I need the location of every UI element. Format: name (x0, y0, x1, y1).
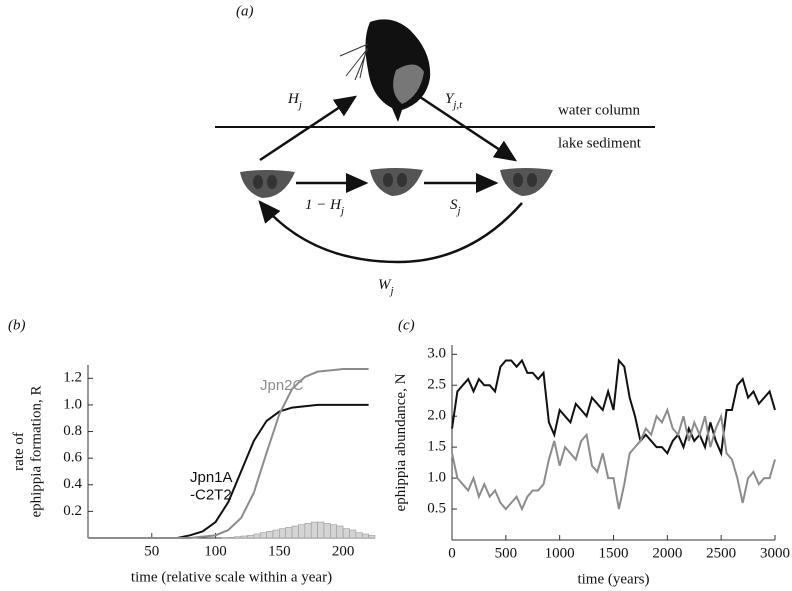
daphnia (339, 19, 431, 122)
y-tick-label: 2.5 (427, 377, 446, 393)
label-main: S (450, 197, 458, 213)
histogram-bar (253, 533, 261, 539)
y-tick-label: 0.6 (63, 450, 82, 466)
histogram-bar (291, 525, 299, 539)
x-tick-label: 50 (144, 543, 159, 559)
y-tick-label: 0.4 (63, 476, 82, 492)
y-tick-label: 3.0 (427, 346, 446, 362)
diagram: (a) water column lake sediment (215, 3, 655, 264)
histogram-bar (272, 529, 280, 539)
y-tick-label: 0.2 (63, 503, 82, 519)
x-tick-label: 3000 (760, 545, 790, 561)
diagram-label: Wj (378, 277, 394, 296)
label-main: 1 − H (305, 197, 342, 213)
x-axis-label: time (relative scale within a year) (131, 569, 332, 585)
ephippia (240, 168, 553, 198)
x-tick-label: 200 (332, 543, 355, 559)
label-main: Y (445, 91, 455, 107)
histogram-bar (310, 521, 318, 539)
y-tick-label: 1.5 (427, 439, 446, 455)
panel-label: (b) (8, 317, 26, 333)
panel-label: (a) (236, 3, 254, 19)
diagram-label: Sj (450, 197, 461, 216)
sediment-label: lake sediment (558, 135, 642, 151)
histogram-bar (355, 532, 363, 539)
panel-label: (c) (398, 317, 415, 333)
histogram-bar (285, 527, 293, 539)
x-tick-label: 100 (204, 543, 227, 559)
histogram-bar (247, 535, 255, 539)
x-tick-label: 2000 (652, 545, 682, 561)
histogram-bar (361, 533, 369, 539)
label-main: W (378, 277, 392, 293)
histogram-bar (330, 524, 338, 539)
y-axis-label: rate ofephippia formation, R (11, 385, 44, 517)
label-main: H (287, 91, 300, 107)
label-sub: j (389, 285, 394, 297)
histogram-bar (304, 523, 312, 539)
histogram-bar (228, 537, 235, 539)
x-tick-label: 0 (448, 545, 456, 561)
histogram-bar (266, 531, 274, 539)
diagram-label: Hj (287, 91, 302, 110)
diagram-label: Yj,t (445, 91, 463, 110)
y-tick-label: 1.0 (427, 470, 446, 486)
water-label: water column (558, 102, 641, 118)
x-tick-label: 1500 (599, 545, 629, 561)
histogram-bar (342, 528, 350, 539)
series-label: Jpn2C (260, 377, 304, 394)
y-axis-label: ephippia abundance, N (393, 373, 409, 511)
x-tick-label: 150 (268, 543, 291, 559)
y-tick-label: 2.0 (427, 408, 446, 424)
label-sub: j (339, 205, 344, 217)
series-line (451, 407, 776, 512)
series-line (88, 367, 369, 539)
histogram-bar (368, 535, 376, 539)
series-line (451, 358, 776, 458)
histogram-bar (279, 528, 287, 539)
histogram-bar (349, 529, 357, 539)
arrows (258, 95, 523, 264)
x-tick-label: 1000 (545, 545, 575, 561)
label-sub: j,t (451, 99, 463, 111)
histogram-bar (298, 524, 306, 539)
y-tick-label: 0.8 (63, 423, 82, 439)
x-axis-label: time (years) (577, 571, 649, 587)
histogram-bar (336, 525, 344, 539)
histogram-bar (317, 521, 325, 539)
diagram-label: 1 − Hj (305, 197, 344, 216)
x-tick-label: 500 (495, 545, 518, 561)
y-tick-label: 1.0 (63, 396, 82, 412)
histogram-bar (240, 535, 248, 539)
histogram-bar (234, 536, 242, 539)
histogram-bar (259, 532, 267, 539)
histogram-bar (323, 523, 331, 539)
series-label: Jpn1A -C2T2 (190, 469, 233, 503)
label-sub: j (456, 205, 461, 217)
y-tick-label: 0.5 (427, 500, 446, 516)
x-tick-label: 2500 (706, 545, 736, 561)
label-sub: j (297, 99, 302, 111)
y-tick-label: 1.2 (63, 370, 82, 386)
